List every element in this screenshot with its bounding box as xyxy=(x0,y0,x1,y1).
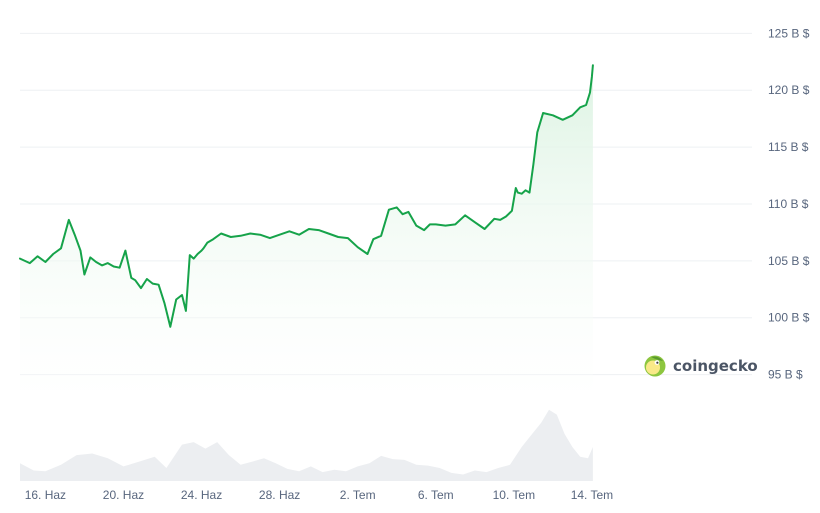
coingecko-gecko-logo xyxy=(644,355,666,377)
volume-area xyxy=(20,409,593,481)
x-tick-label: 14. Tem xyxy=(571,488,613,502)
price-area xyxy=(20,65,593,403)
price-area-fill xyxy=(20,65,593,403)
x-tick-label: 2. Tem xyxy=(340,488,376,502)
x-tick-label: 24. Haz xyxy=(181,488,222,502)
volume-shape xyxy=(20,409,593,481)
price-line-path[interactable] xyxy=(19,64,594,328)
y-tick-label: 115 B $ xyxy=(768,140,809,154)
y-tick-label: 120 B $ xyxy=(768,83,810,97)
x-axis-ticks: 16. Haz 20. Haz 24. Haz 28. Haz 2. Tem 6. Tem… xyxy=(25,488,613,502)
x-tick-label: 6. Tem xyxy=(418,488,454,502)
y-tick-label: 95 B $ xyxy=(768,368,803,382)
y-tick-label: 125 B $ xyxy=(768,26,810,40)
y-tick-label: 110 B $ xyxy=(768,197,809,211)
x-tick-label: 20. Haz xyxy=(103,488,144,502)
watermark-text: coingecko xyxy=(673,357,758,375)
y-tick-label: 100 B $ xyxy=(768,311,810,325)
price-line[interactable] xyxy=(19,64,594,328)
x-tick-label: 28. Haz xyxy=(259,488,300,502)
x-tick-label: 10. Tem xyxy=(493,488,535,502)
y-tick-label: 105 B $ xyxy=(768,254,810,268)
y-axis-ticks: 95 B $ 100 B $ 105 B $ 110 B $ 115 B $ 120 B … xyxy=(768,26,810,381)
x-tick-label: 16. Haz xyxy=(25,488,66,502)
coingecko-watermark: coingecko xyxy=(644,355,758,377)
